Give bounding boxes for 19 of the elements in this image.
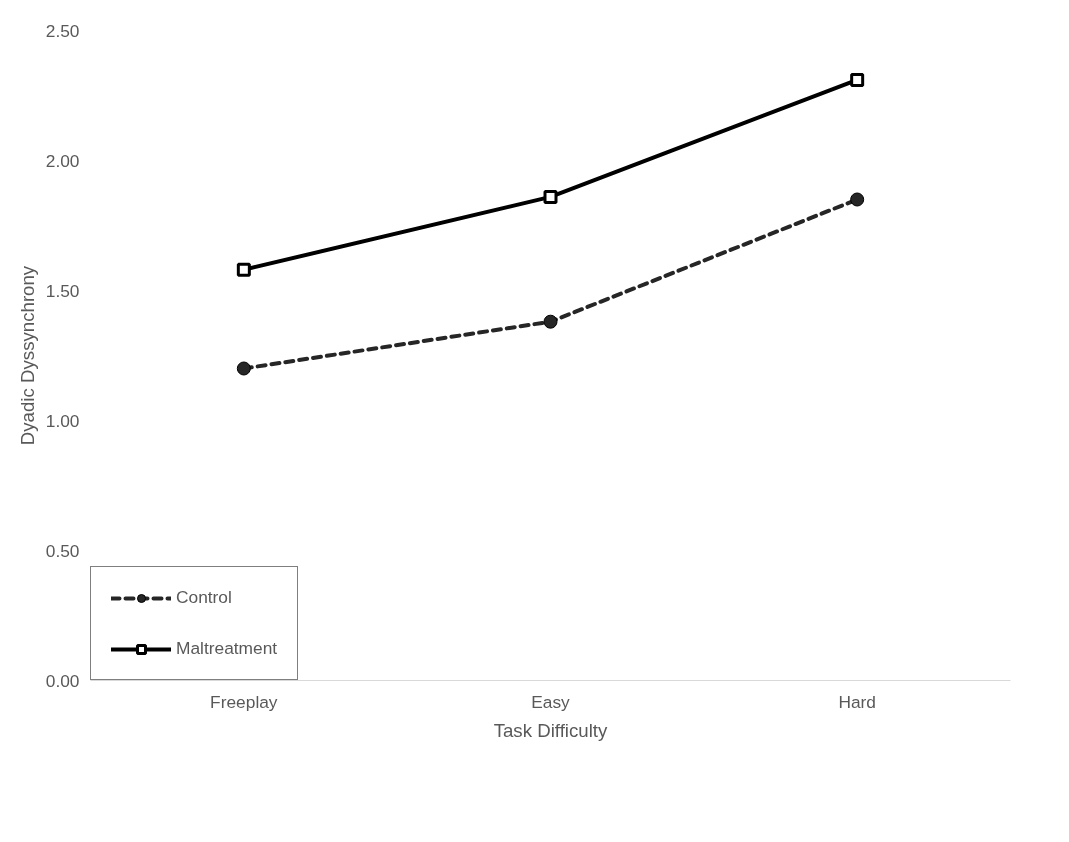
point [850, 192, 865, 207]
x-tick-label: Easy [531, 691, 571, 712]
y-tick-label: 0.50 [45, 540, 80, 561]
point [543, 314, 558, 329]
y-tick-label: 1.00 [45, 410, 80, 431]
point [543, 189, 558, 204]
legend-label: Maltreatment [176, 638, 278, 659]
x-axis-title: Task Difficulty [493, 719, 609, 741]
x-tick-label: Hard [838, 691, 876, 712]
y-axis-title: Dyadic Dyssynchrony [16, 265, 38, 446]
y-tick-label: 1.50 [45, 280, 80, 301]
x-tick-label: Freeplay [210, 691, 278, 712]
point [236, 361, 251, 376]
point [850, 72, 865, 87]
y-tick-label: 2.50 [45, 20, 80, 41]
point [236, 262, 251, 277]
y-tick-label: 2.00 [45, 150, 80, 171]
y-tick-label: 0.00 [45, 670, 80, 691]
legend-label: Control [176, 587, 232, 608]
